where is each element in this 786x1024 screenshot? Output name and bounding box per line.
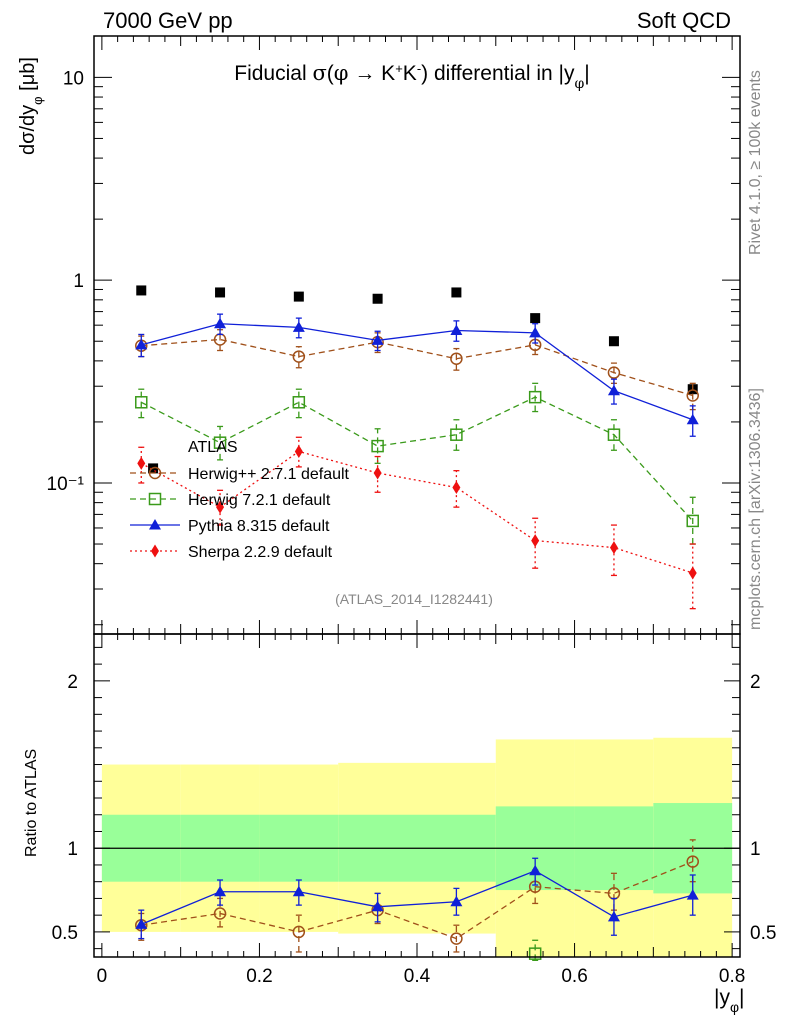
main-herwig-point [607,428,621,441]
main-herwigpppp-line [141,338,693,397]
main-pythia-line [141,323,693,421]
main-herwig-point [292,396,306,409]
ratio-panel-series [135,839,699,961]
main-herwig-line [140,396,694,522]
ratio-herwigpppp-point [292,925,306,939]
ratio-herwig-point [528,947,542,960]
main-atlas-point [530,313,541,324]
ratio-y-axis-label: Ratio to ATLAS [23,749,40,857]
ratio-y-tick-label-right: 0.5 [750,923,776,944]
main-sherpa-line [140,450,693,574]
main-herwig-point [371,439,384,453]
ratio-pythia-point [607,910,620,922]
main-y-tick-label: 10 [63,68,84,89]
main-herwig-point [450,428,463,441]
main-y-tick-label: 1 [73,271,84,292]
legend-herwigpppp-label: Herwig++ 2.7.1 default [188,466,350,483]
legend-pythia-marker [149,519,161,530]
analysis-id: (ATLAS_2014_I1282441) [335,591,493,607]
main-sherpa-point [216,500,225,514]
ratio-pythia-point [450,895,463,907]
main-sherpa-point [373,466,382,480]
ratio-pythia-point [135,918,148,929]
main-herwigpppp-point [292,350,306,363]
main-title: Fiducial σ(φ → K+K-) differential in |yφ… [234,61,590,93]
x-tick-label: 0.4 [404,966,431,987]
main-pythia-point [292,321,305,332]
x-tick-label: 0.2 [246,966,272,987]
legend: ATLAS Herwig++ 2.7.1 default Herwig 7.2.1 … [130,439,350,561]
main-pythia-point [529,326,542,338]
ratio-y-tick-label-right: 1 [750,839,761,860]
ratio-pythia-point [292,885,305,897]
ratio-pythia-point [686,889,699,900]
mcplots-credit: mcplots.cern.ch [arXiv:1306.3436] [747,388,764,630]
main-sherpa-point [609,541,618,555]
main-atlas-point [215,287,226,298]
ratio-herwigpppp-point [450,932,463,945]
ratio-y-tick-label-left: 1 [67,839,78,860]
main-herwigpppp-point [450,352,463,365]
main-panel-series [135,285,699,610]
ratio-herwigpppp-point [213,907,227,920]
legend-herwigpppp-marker [148,466,162,480]
main-pythia-point [450,324,463,335]
ratio-y-tick-label-right: 2 [750,672,761,693]
legend-herwig-marker [148,492,162,506]
ratio-herwigpppp-line [141,861,693,940]
main-atlas-point [136,285,147,296]
legend-sherpa-label: Sherpa 2.2.9 default [188,544,333,561]
main-pythia-point [686,413,699,425]
ratio-pythia-point [371,900,384,912]
main-sherpa-point [452,480,461,494]
ratio-y-tick-label-left: 2 [67,672,78,693]
x-axis-label: |yφ| [714,986,745,1015]
main-pythia-point [135,338,148,350]
ratio-y-tick-label-left: 0.5 [52,923,78,944]
main-herwig-point [528,390,542,404]
main-pythia-point [371,334,384,345]
header-left: 7000 GeV pp [103,8,233,33]
legend-sherpa-marker [151,544,159,558]
rivet-version: Rivet 4.1.0, ≥ 100k events [747,70,764,255]
main-herwig-point [213,436,227,449]
x-tick-label: 0.8 [719,966,745,987]
main-y-axis-label: dσ/dyφ [μb] [17,57,45,155]
main-sherpa-point [137,456,146,470]
main-atlas-point [451,287,462,298]
ratio-pythia-point [529,864,542,876]
main-sherpa-point [294,444,303,458]
legend-pythia-label: Pythia 8.315 default [188,518,330,535]
main-herwig-point [135,396,148,409]
x-tick-label: 0 [97,966,108,987]
main-atlas-point [372,293,383,304]
main-pythia-point [607,384,620,396]
main-sherpa-point [688,566,697,580]
main-y-tick-label: 10⁻¹ [47,474,85,495]
main-atlas-point [608,336,619,347]
ratio-pythia-point [214,885,227,897]
ratio-herwigpppp-point [686,855,699,868]
axes: 0 0.2 0.4 0.6 0.8 10 1 10⁻¹ 0.5 0.5 1 1 2 2 [47,35,776,987]
x-tick-label: 0.6 [561,966,587,987]
legend-herwig-label: Herwig 7.2.1 default [188,492,331,509]
main-herwigpppp-point [607,366,621,379]
main-pythia-point [214,317,227,329]
legend-atlas-label: ATLAS [188,439,238,456]
main-atlas-point [293,291,304,302]
ratio-pythia-line [141,870,693,925]
main-sherpa-point [531,534,540,548]
main-herwigpppp-point [686,389,699,402]
main-herwig-point [686,514,699,528]
header-right: Soft QCD [637,8,731,33]
